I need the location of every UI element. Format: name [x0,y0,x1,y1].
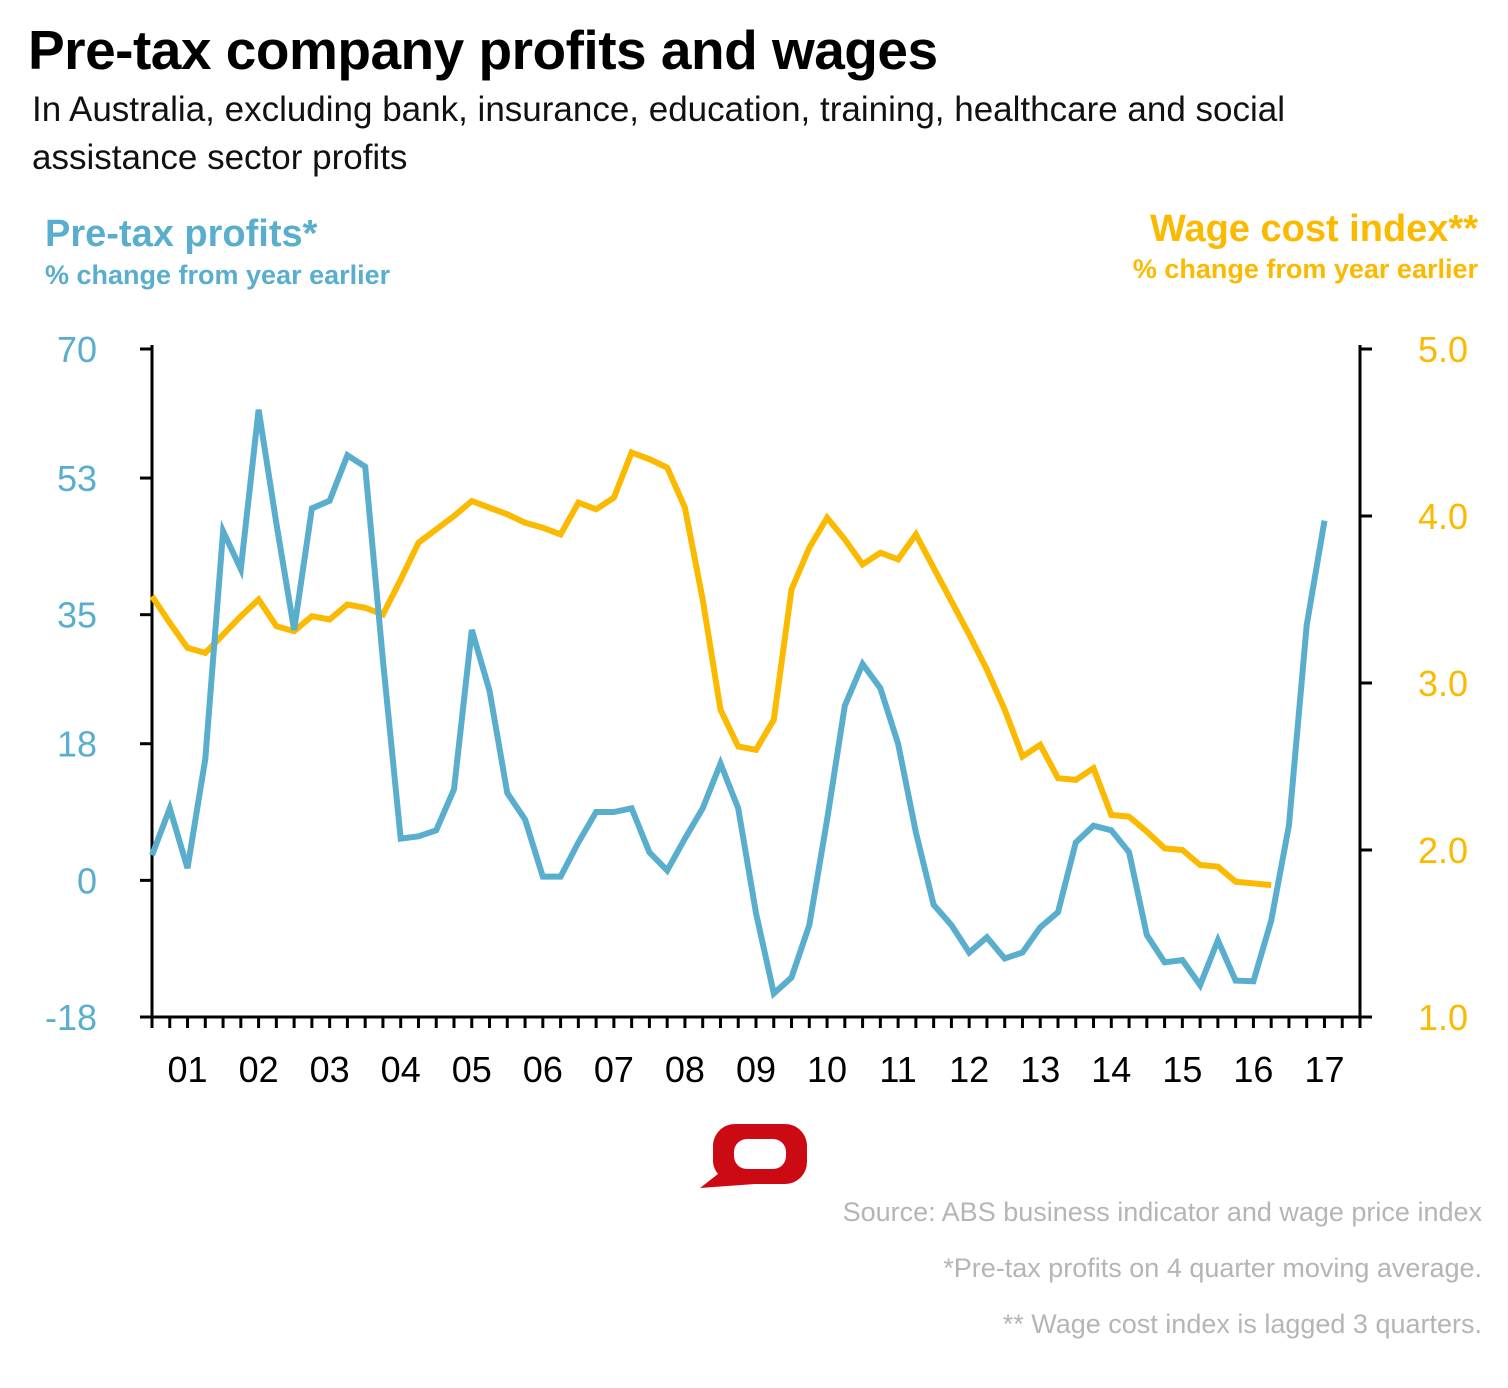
left-tick-label: -18 [45,997,97,1038]
x-tick-label: 08 [665,1049,705,1090]
left-tick-label: 18 [57,724,97,765]
right-tick-label: 4.0 [1418,496,1468,537]
left-tick-label: 70 [57,329,97,370]
profits-line [149,409,1328,1000]
right-tick-label: 2.0 [1418,830,1468,871]
left-tick-label: 35 [57,595,97,636]
left-axis-unit: % change from year earlier [45,260,391,290]
chart-subtitle: In Australia, excluding bank, insurance,… [32,90,1286,177]
left-tick-label: 53 [57,458,97,499]
chart-title: Pre-tax company profits and wages [28,19,938,81]
x-tick-label: 06 [523,1049,563,1090]
x-tick-label: 03 [310,1049,350,1090]
x-tick-label: 01 [168,1049,208,1090]
x-tick-label: 07 [594,1049,634,1090]
wages-line [149,448,1272,889]
left-axis-title: Pre-tax profits* [45,213,318,255]
x-tick-label: 17 [1304,1049,1344,1090]
x-tick-label: 16 [1233,1049,1273,1090]
x-tick-label: 02 [239,1049,279,1090]
x-tick-label: 14 [1091,1049,1131,1090]
x-tick-label: 09 [736,1049,776,1090]
footnote-wages: ** Wage cost index is lagged 3 quarters. [1002,1309,1482,1339]
x-tick-label: 10 [807,1049,847,1090]
x-tick-label: 11 [879,1049,916,1090]
right-axis-unit: % change from year earlier [1132,254,1478,284]
right-tick-label: 5.0 [1418,329,1468,370]
right-tick-label: 1.0 [1418,997,1468,1038]
left-tick-label: 0 [77,860,97,901]
x-tick-label: 04 [381,1049,421,1090]
right-axis-title: Wage cost index** [1149,208,1478,250]
source-note: Source: ABS business indicator and wage … [842,1197,1482,1227]
x-tick-label: 15 [1162,1049,1202,1090]
logo [700,1124,807,1188]
right-tick-label: 3.0 [1418,663,1468,704]
x-tick-label: 05 [452,1049,492,1090]
footnote-profits: *Pre-tax profits on 4 quarter moving ave… [943,1253,1482,1283]
x-tick-label: 12 [949,1049,989,1090]
x-tick-label: 13 [1020,1049,1060,1090]
